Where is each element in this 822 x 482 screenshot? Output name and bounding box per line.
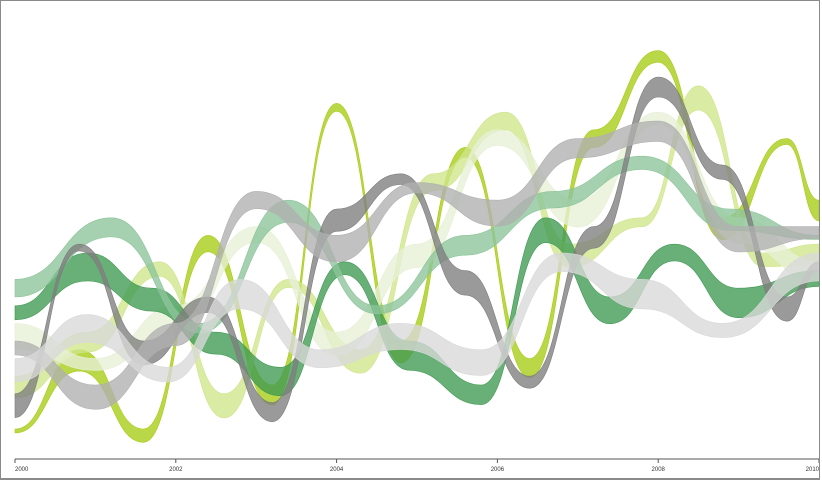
stream-lime — [14, 50, 819, 443]
x-tick-label: 2008 — [652, 467, 666, 473]
x-tick-label: 2002 — [169, 467, 183, 473]
x-tick-label: 2000 — [15, 467, 29, 473]
x-tick-label: 2006 — [491, 467, 505, 473]
x-axis-ticks: 2000 2002 2004 2006 2008 2010 — [14, 459, 820, 473]
x-tick-label: 2004 — [330, 467, 344, 473]
x-axis: 2000 2002 2004 2006 2008 2010 — [14, 458, 820, 473]
stream-gray — [14, 120, 819, 410]
x-tick-label: 2010 — [806, 467, 820, 473]
stream-layers — [14, 50, 819, 443]
stream-gray_light — [14, 252, 819, 383]
